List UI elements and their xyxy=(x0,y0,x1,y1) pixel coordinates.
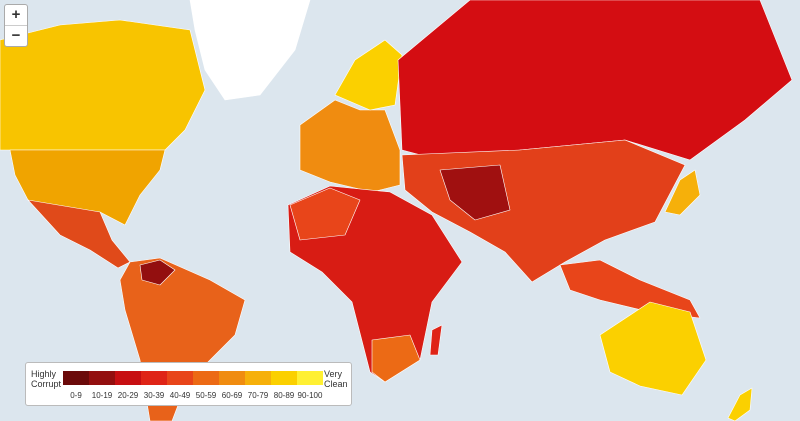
legend-bin-label: 40-49 xyxy=(169,391,191,400)
new-zealand xyxy=(727,387,753,421)
legend-swatch xyxy=(167,371,193,385)
venezuela xyxy=(139,259,176,286)
legend-bin-label: 0-9 xyxy=(70,391,82,400)
legend-swatch xyxy=(63,371,89,385)
legend-bin-label: 10-19 xyxy=(91,391,113,400)
legend-swatch xyxy=(115,371,141,385)
australia xyxy=(599,301,707,396)
zoom-out[interactable]: − xyxy=(5,25,27,46)
legend-bin-label: 60-69 xyxy=(221,391,243,400)
legend-bin-label: 90-100 xyxy=(297,391,323,400)
legend-bin-label: 70-79 xyxy=(247,391,269,400)
greenland xyxy=(189,0,311,101)
europe xyxy=(299,99,401,193)
legend-swatch xyxy=(89,371,115,385)
southeast-asia xyxy=(559,259,701,319)
legend-swatch xyxy=(271,371,297,385)
legend-bin-label: 50-59 xyxy=(195,391,217,400)
north-africa xyxy=(289,187,361,241)
legend-low-label: Highly Corrupt xyxy=(31,369,62,389)
legend-swatch xyxy=(245,371,271,385)
legend-bin-label: 20-29 xyxy=(117,391,139,400)
legend-high-label: Very Clean xyxy=(324,369,348,389)
canada xyxy=(0,19,206,151)
russia xyxy=(397,0,793,161)
southern-africa xyxy=(371,334,421,383)
legend-swatch xyxy=(193,371,219,385)
usa xyxy=(9,149,166,226)
legend-swatch xyxy=(141,371,167,385)
central-asia xyxy=(439,164,511,221)
legend-swatch xyxy=(297,371,323,385)
central-america xyxy=(27,199,131,269)
legend-bin-label: 30-39 xyxy=(143,391,165,400)
legend-bin-label: 80-89 xyxy=(273,391,295,400)
legend-bar xyxy=(63,371,323,385)
zoom-in[interactable]: + xyxy=(11,6,21,23)
legend: Highly Corrupt Very Clean 0-9 10-19 20-29 3… xyxy=(25,362,352,406)
scandinavia xyxy=(334,39,403,111)
madagascar xyxy=(429,324,443,356)
legend-labels: 0-9 10-19 20-29 30-39 40-49 50-59 60-69 70-79 80… xyxy=(63,391,323,400)
japan xyxy=(664,169,701,216)
zoom-control: + − xyxy=(4,4,28,47)
legend-swatch xyxy=(219,371,245,385)
